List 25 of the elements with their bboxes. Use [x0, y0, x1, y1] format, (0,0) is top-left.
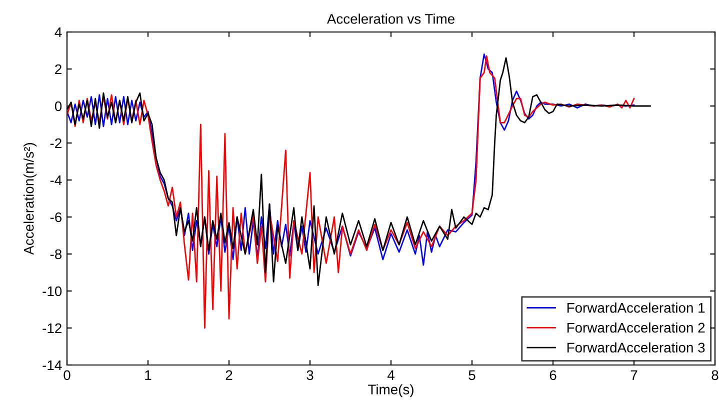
y-tick-label: -12: [42, 323, 62, 334]
x-tick-label: 8: [712, 370, 718, 380]
y-tick-label: 4: [54, 27, 62, 38]
y-tick-label: -6: [50, 212, 62, 222]
y-tick-label: -10: [42, 286, 62, 296]
x-tick-label: 5: [468, 370, 476, 380]
legend-label: ForwardAcceleration 2: [567, 322, 705, 333]
y-tick-label: 2: [55, 64, 62, 74]
y-axis-title: Acceleration(m/s²): [24, 143, 37, 255]
legend-label: ForwardAcceleration 1: [567, 302, 705, 313]
y-tick-label: -8: [50, 249, 62, 260]
x-tick-label: 4: [387, 370, 394, 380]
x-tick-label: 7: [630, 370, 638, 380]
x-tick-label: 2: [226, 370, 232, 380]
legend-label: ForwardAcceleration 3: [567, 342, 705, 353]
y-tick-label: 0: [54, 101, 62, 112]
y-tick-label: -2: [50, 138, 62, 148]
x-tick-label: 3: [306, 370, 314, 380]
x-axis-title: Time(s): [368, 384, 414, 398]
chart-title: Acceleration vs Time: [326, 14, 454, 24]
x-tick-label: 1: [145, 370, 152, 380]
y-tick-label: -14: [42, 360, 62, 370]
x-tick-label: 0: [64, 370, 70, 380]
y-tick-label: -4: [50, 175, 62, 186]
x-tick-label: 6: [550, 370, 556, 380]
